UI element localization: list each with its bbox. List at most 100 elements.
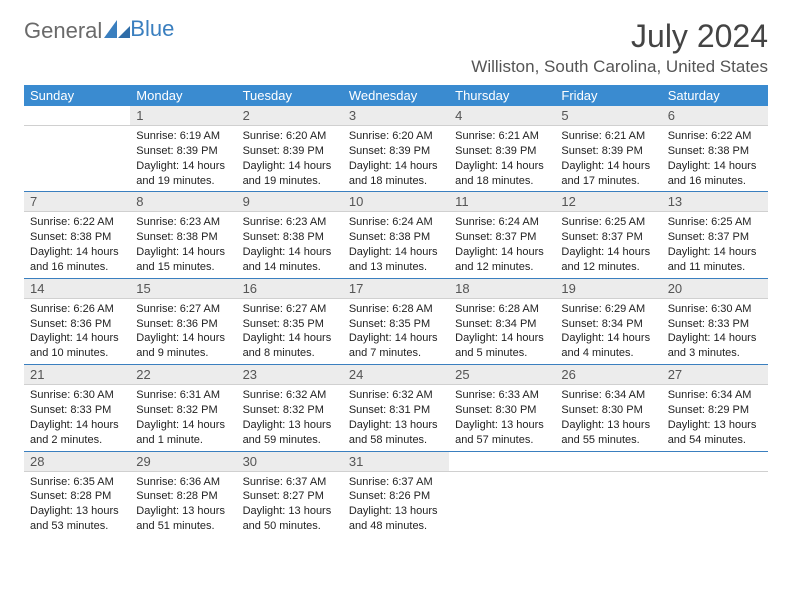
day-number: 5 — [555, 106, 661, 126]
day-sr: Sunrise: 6:21 AM — [455, 129, 549, 144]
day-body: Sunrise: 6:30 AMSunset: 8:33 PMDaylight:… — [662, 299, 768, 364]
day-sr: Sunrise: 6:36 AM — [136, 475, 230, 490]
day-body: Sunrise: 6:21 AMSunset: 8:39 PMDaylight:… — [555, 126, 661, 191]
weekday-header: Wednesday — [343, 85, 449, 106]
calendar-cell: 30Sunrise: 6:37 AMSunset: 8:27 PMDayligh… — [237, 451, 343, 537]
day-sr: Sunrise: 6:20 AM — [243, 129, 337, 144]
day-number: 2 — [237, 106, 343, 126]
day-sr: Sunrise: 6:30 AM — [30, 388, 124, 403]
day-dl: Daylight: 14 hours and 18 minutes. — [455, 159, 549, 189]
calendar-cell: 13Sunrise: 6:25 AMSunset: 8:37 PMDayligh… — [662, 192, 768, 278]
day-ss: Sunset: 8:35 PM — [243, 317, 337, 332]
day-ss: Sunset: 8:39 PM — [455, 144, 549, 159]
day-sr: Sunrise: 6:22 AM — [668, 129, 762, 144]
day-ss: Sunset: 8:28 PM — [30, 489, 124, 504]
day-body: Sunrise: 6:37 AMSunset: 8:26 PMDaylight:… — [343, 472, 449, 537]
day-number: 29 — [130, 452, 236, 472]
day-body — [24, 126, 130, 132]
day-dl: Daylight: 14 hours and 11 minutes. — [668, 245, 762, 275]
day-ss: Sunset: 8:31 PM — [349, 403, 443, 418]
day-sr: Sunrise: 6:24 AM — [349, 215, 443, 230]
day-ss: Sunset: 8:28 PM — [136, 489, 230, 504]
weekday-header: Sunday — [24, 85, 130, 106]
day-number: 14 — [24, 279, 130, 299]
calendar-cell: 11Sunrise: 6:24 AMSunset: 8:37 PMDayligh… — [449, 192, 555, 278]
day-dl: Daylight: 13 hours and 51 minutes. — [136, 504, 230, 534]
day-sr: Sunrise: 6:25 AM — [561, 215, 655, 230]
location-subtitle: Williston, South Carolina, United States — [471, 57, 768, 77]
day-number: 8 — [130, 192, 236, 212]
calendar-week-row: 28Sunrise: 6:35 AMSunset: 8:28 PMDayligh… — [24, 451, 768, 537]
day-ss: Sunset: 8:34 PM — [455, 317, 549, 332]
day-body: Sunrise: 6:19 AMSunset: 8:39 PMDaylight:… — [130, 126, 236, 191]
day-sr: Sunrise: 6:37 AM — [243, 475, 337, 490]
day-number: 24 — [343, 365, 449, 385]
day-sr: Sunrise: 6:32 AM — [349, 388, 443, 403]
day-ss: Sunset: 8:37 PM — [668, 230, 762, 245]
day-number — [662, 452, 768, 472]
day-ss: Sunset: 8:27 PM — [243, 489, 337, 504]
day-ss: Sunset: 8:29 PM — [668, 403, 762, 418]
day-number: 9 — [237, 192, 343, 212]
calendar-table: SundayMondayTuesdayWednesdayThursdayFrid… — [24, 85, 768, 537]
day-body: Sunrise: 6:27 AMSunset: 8:36 PMDaylight:… — [130, 299, 236, 364]
day-dl: Daylight: 14 hours and 5 minutes. — [455, 331, 549, 361]
calendar-cell: 6Sunrise: 6:22 AMSunset: 8:38 PMDaylight… — [662, 106, 768, 192]
calendar-cell: 7Sunrise: 6:22 AMSunset: 8:38 PMDaylight… — [24, 192, 130, 278]
calendar-cell — [24, 106, 130, 192]
day-ss: Sunset: 8:32 PM — [136, 403, 230, 418]
day-dl: Daylight: 13 hours and 53 minutes. — [30, 504, 124, 534]
calendar-cell: 2Sunrise: 6:20 AMSunset: 8:39 PMDaylight… — [237, 106, 343, 192]
calendar-header-row: SundayMondayTuesdayWednesdayThursdayFrid… — [24, 85, 768, 106]
calendar-cell: 4 Sunrise: 6:21 AMSunset: 8:39 PMDaylight… — [449, 106, 555, 192]
day-dl: Daylight: 13 hours and 54 minutes. — [668, 418, 762, 448]
day-number — [449, 452, 555, 472]
day-dl: Daylight: 14 hours and 12 minutes. — [561, 245, 655, 275]
day-body: Sunrise: 6:34 AMSunset: 8:30 PMDaylight:… — [555, 385, 661, 450]
day-body: Sunrise: 6:32 AMSunset: 8:32 PMDaylight:… — [237, 385, 343, 450]
day-dl: Daylight: 14 hours and 7 minutes. — [349, 331, 443, 361]
day-body: Sunrise: 6:31 AMSunset: 8:32 PMDaylight:… — [130, 385, 236, 450]
day-sr: Sunrise: 6:22 AM — [30, 215, 124, 230]
weekday-header: Friday — [555, 85, 661, 106]
day-sr: Sunrise: 6:33 AM — [455, 388, 549, 403]
day-body: Sunrise: 6:23 AMSunset: 8:38 PMDaylight:… — [130, 212, 236, 277]
calendar-cell: 14Sunrise: 6:26 AMSunset: 8:36 PMDayligh… — [24, 278, 130, 364]
day-sr: Sunrise: 6:28 AM — [455, 302, 549, 317]
calendar-cell: 28Sunrise: 6:35 AMSunset: 8:28 PMDayligh… — [24, 451, 130, 537]
day-body: Sunrise: 6:20 AMSunset: 8:39 PMDaylight:… — [343, 126, 449, 191]
day-body: Sunrise: 6:29 AMSunset: 8:34 PMDaylight:… — [555, 299, 661, 364]
calendar-cell: 9Sunrise: 6:23 AMSunset: 8:38 PMDaylight… — [237, 192, 343, 278]
calendar-cell: 23Sunrise: 6:32 AMSunset: 8:32 PMDayligh… — [237, 365, 343, 451]
day-body: Sunrise: 6:35 AMSunset: 8:28 PMDaylight:… — [24, 472, 130, 537]
day-ss: Sunset: 8:33 PM — [30, 403, 124, 418]
day-dl: Daylight: 13 hours and 58 minutes. — [349, 418, 443, 448]
day-number: 4 — [449, 106, 555, 126]
weekday-header: Thursday — [449, 85, 555, 106]
day-sr: Sunrise: 6:29 AM — [561, 302, 655, 317]
day-ss: Sunset: 8:32 PM — [243, 403, 337, 418]
day-sr: Sunrise: 6:23 AM — [136, 215, 230, 230]
day-ss: Sunset: 8:36 PM — [30, 317, 124, 332]
day-body: Sunrise: 6:28 AMSunset: 8:35 PMDaylight:… — [343, 299, 449, 364]
day-ss: Sunset: 8:30 PM — [455, 403, 549, 418]
calendar-cell: 25Sunrise: 6:33 AMSunset: 8:30 PMDayligh… — [449, 365, 555, 451]
day-ss: Sunset: 8:34 PM — [561, 317, 655, 332]
day-dl: Daylight: 14 hours and 3 minutes. — [668, 331, 762, 361]
day-ss: Sunset: 8:38 PM — [668, 144, 762, 159]
day-sr: Sunrise: 6:27 AM — [243, 302, 337, 317]
day-dl: Daylight: 14 hours and 19 minutes. — [136, 159, 230, 189]
calendar-cell — [555, 451, 661, 537]
day-sr: Sunrise: 6:21 AM — [561, 129, 655, 144]
day-body: Sunrise: 6:27 AMSunset: 8:35 PMDaylight:… — [237, 299, 343, 364]
day-ss: Sunset: 8:39 PM — [136, 144, 230, 159]
day-number: 25 — [449, 365, 555, 385]
weekday-header: Tuesday — [237, 85, 343, 106]
day-sr: Sunrise: 6:35 AM — [30, 475, 124, 490]
calendar-week-row: 14Sunrise: 6:26 AMSunset: 8:36 PMDayligh… — [24, 278, 768, 364]
day-dl: Daylight: 14 hours and 17 minutes. — [561, 159, 655, 189]
day-number: 23 — [237, 365, 343, 385]
day-dl: Daylight: 14 hours and 18 minutes. — [349, 159, 443, 189]
day-ss: Sunset: 8:30 PM — [561, 403, 655, 418]
day-sr: Sunrise: 6:24 AM — [455, 215, 549, 230]
